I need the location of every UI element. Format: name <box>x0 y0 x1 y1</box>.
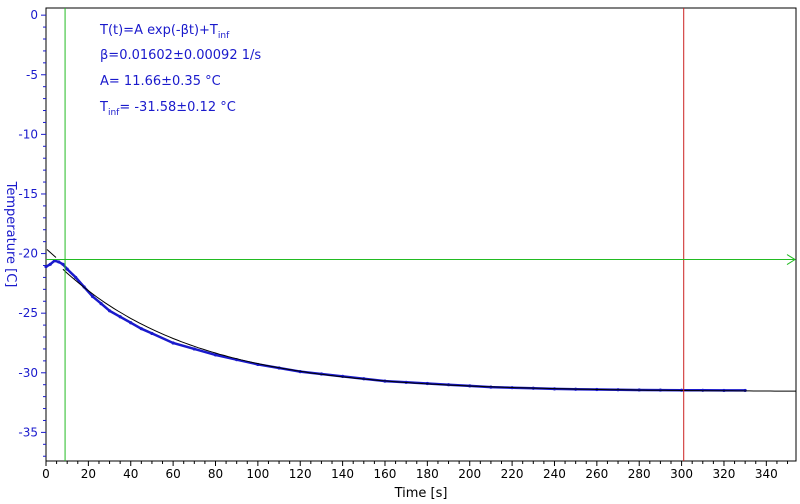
data-point <box>74 275 78 280</box>
data-point <box>171 341 175 345</box>
x-tick-label: 40 <box>123 467 138 481</box>
y-tick-label: -35 <box>18 425 38 439</box>
x-tick-label: 340 <box>755 467 778 481</box>
y-axis-label: Temperature [C] <box>3 181 18 288</box>
x-tick-label: 320 <box>713 467 736 481</box>
data-point <box>107 309 112 313</box>
data-point <box>91 294 95 299</box>
y-tick-label: -5 <box>26 68 38 82</box>
x-tick-label: 60 <box>165 467 180 481</box>
x-tick-label: 100 <box>246 467 269 481</box>
x-tick-label: 280 <box>628 467 651 481</box>
cursor-horizontal-start-tick <box>46 249 57 258</box>
data-point <box>192 347 196 351</box>
x-tick-label: 220 <box>501 467 524 481</box>
x-tick-label: 120 <box>289 467 312 481</box>
data-point <box>129 321 133 325</box>
data-point <box>150 331 154 336</box>
x-tick-label: 180 <box>416 467 439 481</box>
y-tick-label: -25 <box>18 306 38 320</box>
x-axis-ticks: 0 20 40 60 80 100 120 140 160 180 200 220 240 260 280 3… <box>42 461 789 481</box>
x-tick-label: 260 <box>585 467 608 481</box>
y-tick-label: -30 <box>18 366 38 380</box>
fit-tinf: Tinf= -31.58±0.12 °C <box>99 100 236 118</box>
x-tick-label: 200 <box>458 467 481 481</box>
data-point <box>118 315 122 319</box>
plot-frame <box>45 7 797 462</box>
x-axis-label: Time [s] <box>394 486 448 501</box>
series-layer <box>44 259 747 393</box>
fit-equation: T(t)=A exp(-βt)+Tinf <box>99 23 230 41</box>
data-point <box>57 260 61 264</box>
y-tick-label: -15 <box>18 187 38 201</box>
series-line <box>45 259 746 392</box>
y-tick-label: -20 <box>18 247 38 261</box>
x-tick-label: 300 <box>670 467 693 481</box>
data-point <box>99 302 103 306</box>
x-tick-label: 240 <box>543 467 566 481</box>
fit-annotation: T(t)=A exp(-βt)+Tinf β=0.01602±0.00092 1… <box>99 23 261 118</box>
y-tick-label: 0 <box>30 8 38 22</box>
x-tick-label: 20 <box>81 467 96 481</box>
fit-amplitude: A= 11.66±0.35 °C <box>100 74 221 89</box>
fit-curve <box>62 268 796 392</box>
fit-beta: β=0.01602±0.00092 1/s <box>100 48 261 63</box>
cursor-horizontal-arrow <box>786 254 796 265</box>
data-point <box>44 265 48 269</box>
data-point <box>48 262 52 266</box>
data-point <box>213 353 218 357</box>
x-tick-label: 0 <box>42 467 50 481</box>
data-point <box>139 327 143 331</box>
y-tick-label: -10 <box>18 127 38 141</box>
y-axis-ticks: 0 -5 -10 -15 -20 -25 -30 -35 <box>18 8 46 457</box>
data-point <box>65 267 69 271</box>
x-tick-label: 160 <box>374 467 397 481</box>
data-point <box>61 262 65 266</box>
x-tick-label: 80 <box>208 467 223 481</box>
x-tick-label: 140 <box>331 467 354 481</box>
